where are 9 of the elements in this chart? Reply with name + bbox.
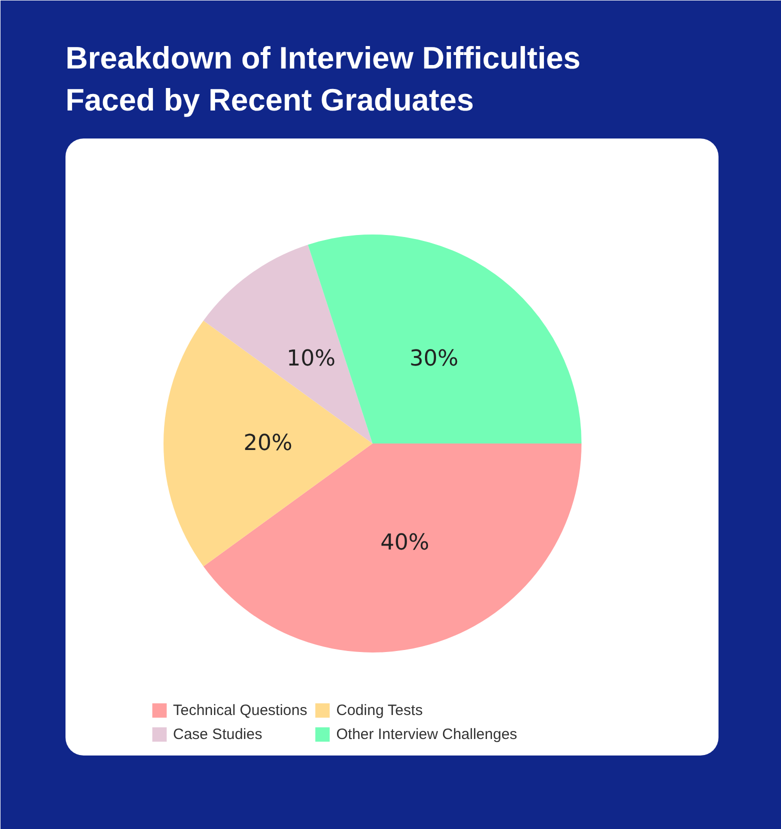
legend-label: Case Studies: [173, 726, 262, 742]
chart-title: Breakdown of Interview Difficulties Faced by Recent Graduates: [66, 40, 581, 118]
legend-label: Other Interview Challenges: [336, 726, 518, 742]
data-label: 40%: [380, 530, 430, 556]
data-label: 30%: [409, 346, 458, 372]
data-label: 10%: [286, 346, 336, 372]
data-label: 20%: [244, 431, 292, 456]
legend-label: Coding Tests: [336, 702, 423, 718]
legend-label: Technical Questions: [173, 702, 308, 718]
